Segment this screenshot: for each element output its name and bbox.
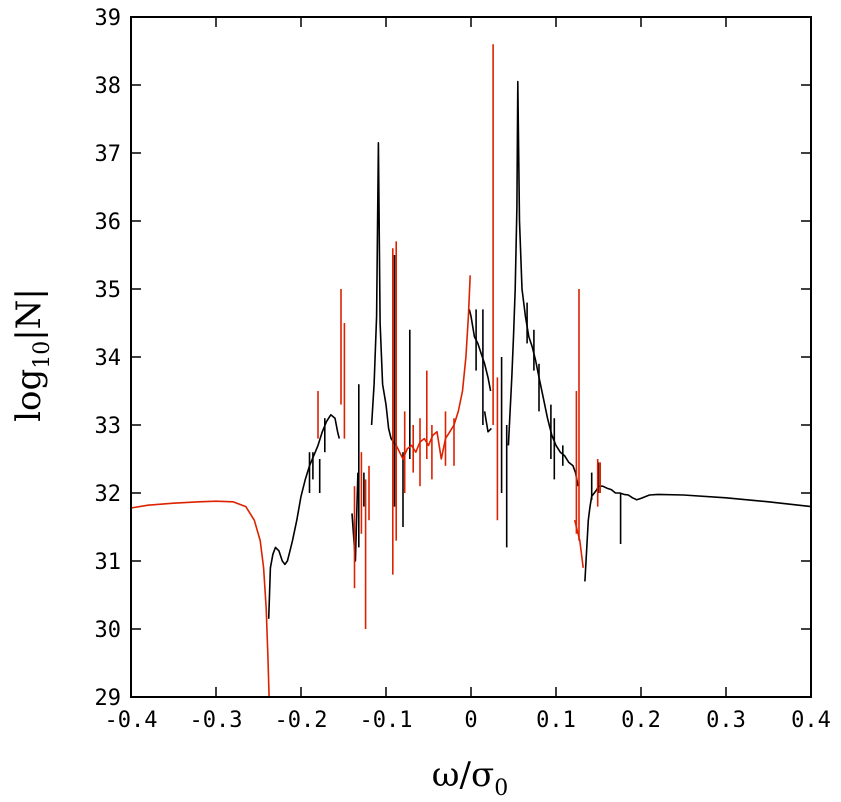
series-red (130, 44, 602, 698)
x-tick-label: 0.3 (706, 708, 746, 733)
x-tick-label: 0.4 (791, 708, 831, 733)
series-line (267, 413, 341, 619)
series-line (483, 411, 492, 433)
axis-ticks (130, 16, 812, 698)
series-line (584, 485, 812, 582)
y-tick-label: 33 (95, 414, 122, 439)
series-line (370, 142, 397, 446)
y-axis-label: log10|N| (9, 288, 55, 422)
series-line (130, 500, 270, 698)
x-tick-label: -0.4 (105, 708, 158, 733)
y-tick-label: 34 (95, 346, 122, 371)
series-black (267, 80, 812, 619)
x-tick-label: -0.1 (360, 708, 413, 733)
series-line (468, 309, 492, 392)
y-tick-label: 29 (95, 686, 122, 711)
x-tick-label: 0 (464, 708, 477, 733)
x-tick-label: -0.3 (190, 708, 243, 733)
y-tick-label: 38 (95, 74, 122, 99)
x-tick-label: -0.2 (275, 708, 328, 733)
plot-series (130, 44, 812, 698)
y-tick-label: 31 (95, 550, 122, 575)
y-tick-label: 35 (95, 278, 122, 303)
x-tick-label: 0.1 (536, 708, 576, 733)
y-tick-label: 36 (95, 210, 122, 235)
series-line (351, 472, 359, 562)
series-line (507, 80, 579, 487)
series-line (395, 275, 471, 460)
y-tick-label: 39 (95, 6, 122, 31)
y-tick-label: 32 (95, 482, 122, 507)
y-tick-labels: 29 30 31 32 33 34 35 36 37 38 39 (95, 6, 122, 711)
x-axis-label: ω/σ0 (432, 755, 508, 801)
y-tick-label: 30 (95, 618, 122, 643)
x-tick-label: 0.2 (621, 708, 661, 733)
y-tick-label: 37 (95, 142, 122, 167)
x-tick-labels: -0.4 -0.3 -0.2 -0.1 0 0.1 0.2 0.3 0.4 (105, 708, 831, 733)
plot-frame (130, 16, 812, 698)
